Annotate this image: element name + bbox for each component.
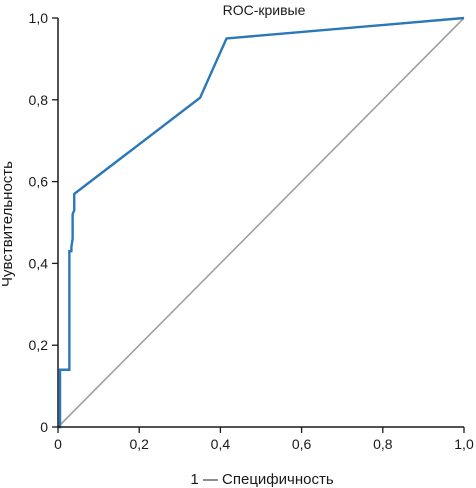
x-tick-label: 0,2 [129,436,149,452]
y-axis-ticks: 0 0,2 0,4 0,6 0,8 1,0 [29,10,58,435]
y-tick-label: 0 [40,419,48,435]
x-tick-label: 0,6 [292,436,312,452]
x-tick-label: 0,4 [211,436,231,452]
x-axis-title: 1 — Специфичность [190,471,333,488]
y-tick-label: 0,6 [29,174,49,190]
y-axis-title: Чувствительность [0,161,16,287]
roc-curve-line [58,16,465,429]
y-tick-label: 1,0 [29,10,49,26]
chart-title: ROC-кривые [223,2,306,18]
diagonal-reference-line [57,17,465,428]
plot-area [57,16,465,429]
y-tick-label: 0,8 [29,92,49,108]
x-tick-label: 1,0 [454,436,474,452]
series-layer [57,16,465,429]
x-axis-ticks: 0 0,2 0,4 0,6 0,8 1,0 [54,427,474,452]
y-tick-label: 0,2 [29,337,49,353]
y-tick-label: 0,4 [29,255,49,271]
x-tick-label: 0,8 [373,436,393,452]
x-tick-label: 0 [54,436,62,452]
